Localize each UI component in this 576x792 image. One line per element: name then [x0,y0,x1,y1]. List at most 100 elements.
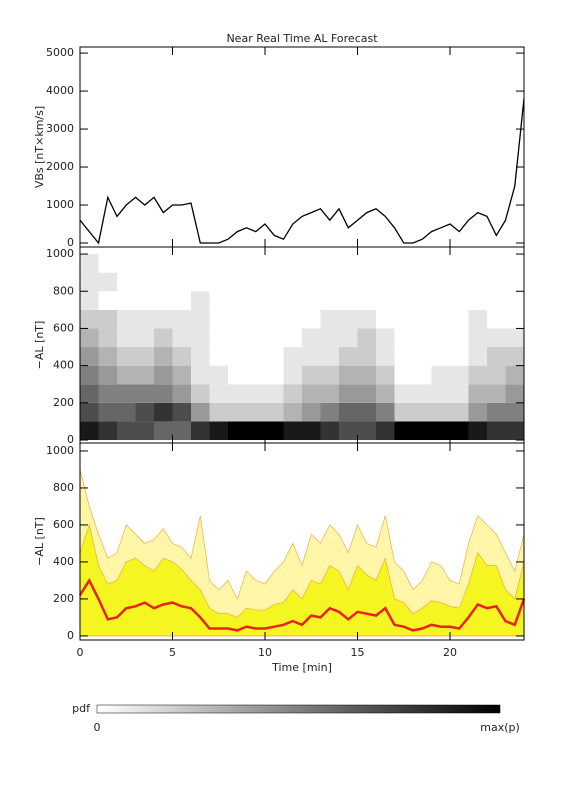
pdf-cell [376,421,395,441]
pdf-cell [172,402,191,422]
pdf-cell [246,309,265,329]
y-tick-label: 800 [53,284,74,297]
y-tick-label: 1000 [46,198,74,211]
pdf-cell [431,254,450,273]
y-tick-label: 800 [53,481,74,494]
pdf-cell [302,272,321,292]
pdf-cell [505,272,524,292]
y-tick-label: 1000 [46,247,74,260]
pdf-cell [450,402,469,422]
pdf-cell [431,421,450,441]
pdf-cell [505,254,524,273]
pdf-cell [209,328,228,348]
pdf-cell [98,421,117,441]
pdf-cell [154,402,173,422]
pdf-cell [413,347,432,366]
pdf-cell [228,254,247,273]
pdf-cell [431,291,450,310]
pdf-cell [302,309,321,329]
pdf-cell [191,421,210,441]
pdf-cell [246,421,265,441]
pdf-cell [98,365,117,385]
pdf-cell [135,254,154,273]
y-tick-label: 600 [53,518,74,531]
pdf-cell [376,309,395,329]
pdf-cell [135,347,154,366]
pdf-cell [154,384,173,403]
y-tick-label: 200 [53,396,74,409]
colorbar-min: 0 [94,721,101,734]
pdf-cell [413,421,432,441]
pdf-cell [98,309,117,329]
pdf-cell [376,384,395,403]
pdf-cell [339,402,358,422]
pdf-cell [283,384,302,403]
pdf-cell [246,402,265,422]
pdf-cell [154,421,173,441]
pdf-cell [135,402,154,422]
y-tick-label: 4000 [46,84,74,97]
pdf-cell [228,291,247,310]
pdf-cell [320,254,339,273]
pdf-cell [283,309,302,329]
pdf-cell [394,272,413,292]
pdf-cell [228,421,247,441]
pdf-cell [98,384,117,403]
pdf-cell [320,402,339,422]
pdf-cell [394,402,413,422]
pdf-cell [209,384,228,403]
pdf-cell [265,347,284,366]
pdf-cell [191,384,210,403]
pdf-cell [505,402,524,422]
x-tick-label: 5 [169,646,176,659]
y-tick-label: 0 [67,433,74,446]
pdf-cell [394,328,413,348]
pdf-cell [191,254,210,273]
pdf-cell [228,347,247,366]
pdf-cell [98,328,117,348]
pdf-cell [135,291,154,310]
pdf-cell [209,309,228,329]
pdf-cell [191,328,210,348]
pdf-cell [80,309,99,329]
pdf-cell [117,402,136,422]
pdf-cell [505,291,524,310]
pdf-cell [394,309,413,329]
pdf-cell [172,347,191,366]
pdf-cell [468,347,487,366]
pdf-cell [117,309,136,329]
pdf-cell [357,421,376,441]
pdf-cell [302,365,321,385]
pdf-cell [265,384,284,403]
pdf-cell [265,254,284,273]
pdf-cell [357,402,376,422]
pdf-cell [98,402,117,422]
pdf-cell [431,272,450,292]
pdf-cell [357,384,376,403]
plot-frame [79,442,525,641]
pdf-cell [468,402,487,422]
pdf-cell [505,365,524,385]
pdf-cell [302,328,321,348]
pdf-cell [339,384,358,403]
pdf-cell [283,254,302,273]
pdf-cell [283,402,302,422]
pdf-cell [413,402,432,422]
y-tick-label: 0 [67,236,74,249]
pdf-cell [80,272,99,292]
pdf-cell [339,291,358,310]
pdf-cell [320,328,339,348]
pdf-cell [191,347,210,366]
pdf-cell [117,421,136,441]
pdf-cell [320,309,339,329]
pdf-cell [487,328,506,348]
pdf-cell [172,309,191,329]
pdf-cell [394,384,413,403]
pdf-cell [117,272,136,292]
pdf-cell [265,309,284,329]
pdf-cell [135,421,154,441]
pdf-cell [302,384,321,403]
pdf-cell [302,421,321,441]
pdf-cell [357,272,376,292]
